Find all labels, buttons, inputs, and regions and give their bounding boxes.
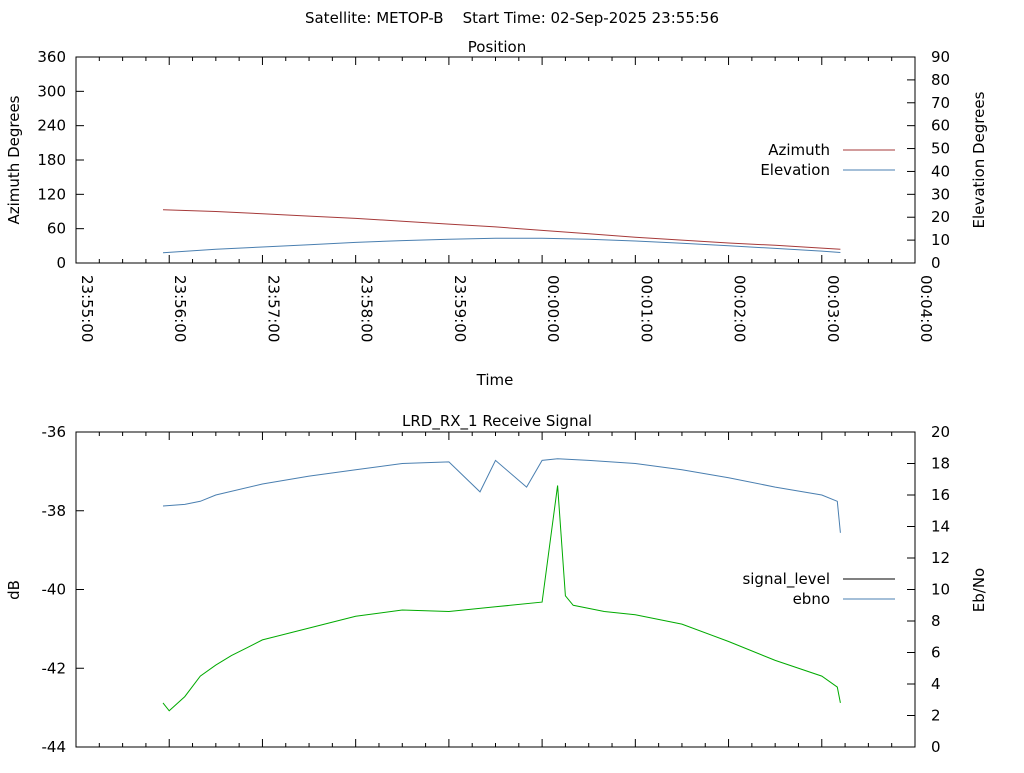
right-tick-label: 16: [931, 486, 950, 504]
signal-chart-title: LRD_RX_1 Receive Signal: [402, 412, 592, 431]
position-chart-title: Position: [468, 38, 526, 56]
series-line-Elevation: [162, 237, 841, 254]
right-tick-label: 12: [931, 549, 950, 567]
right-tick-label: 60: [931, 117, 950, 135]
signal-plot-frame: [75, 431, 916, 748]
left-tick-label: 240: [37, 117, 66, 135]
x-tick-label: 00:01:00: [637, 275, 655, 342]
legend-label: Elevation: [760, 161, 830, 179]
left-tick-label: 360: [37, 48, 66, 66]
left-tick-label: 120: [37, 185, 66, 203]
left-tick-label: 0: [56, 254, 66, 272]
right-tick-label: 40: [931, 162, 950, 180]
x-tick-label: 00:03:00: [824, 275, 842, 342]
right-tick-label: 50: [931, 140, 950, 158]
x-tick-label: 23:58:00: [358, 275, 376, 342]
left-tick-label: -40: [42, 581, 67, 599]
signal-ylabel: dB: [5, 580, 23, 600]
right-tick-label: 20: [931, 423, 950, 441]
position-ylabel: Azimuth Degrees: [5, 95, 23, 224]
x-tick-label: 23:55:00: [78, 275, 96, 342]
right-tick-label: 0: [931, 254, 941, 272]
legend-label: signal_level: [742, 570, 830, 589]
right-tick-label: 8: [931, 612, 941, 630]
left-tick-label: 60: [47, 220, 66, 238]
position-y2label: Elevation Degrees: [970, 91, 988, 228]
signal-y2label: Eb/No: [970, 568, 988, 612]
series-line-series-2: [162, 485, 841, 712]
left-tick-label: -38: [42, 502, 67, 520]
right-tick-label: 4: [931, 675, 941, 693]
right-tick-label: 10: [931, 581, 950, 599]
right-tick-label: 10: [931, 231, 950, 249]
series-line-ebno: [162, 458, 841, 533]
series-line-Azimuth: [162, 209, 841, 250]
position-xlabel: Time: [476, 371, 514, 389]
left-tick-label: -36: [42, 423, 67, 441]
right-tick-label: 14: [931, 518, 950, 536]
right-tick-label: 2: [931, 707, 941, 725]
right-tick-label: 70: [931, 94, 950, 112]
left-tick-label: -42: [42, 659, 67, 677]
right-tick-label: 80: [931, 71, 950, 89]
left-tick-label: 180: [37, 151, 66, 169]
legend-label: ebno: [793, 590, 830, 608]
legend-label: Azimuth: [768, 141, 830, 159]
x-tick-label: 00:00:00: [544, 275, 562, 342]
right-tick-label: 90: [931, 48, 950, 66]
left-tick-label: 300: [37, 82, 66, 100]
right-tick-label: 18: [931, 455, 950, 473]
right-tick-label: 30: [931, 185, 950, 203]
right-tick-label: 6: [931, 644, 941, 662]
main-title: Satellite: METOP-B Start Time: 02-Sep-20…: [305, 9, 719, 27]
x-tick-label: 23:56:00: [171, 275, 189, 342]
x-tick-label: 23:59:00: [451, 275, 469, 342]
x-tick-label: 00:02:00: [731, 275, 749, 342]
x-tick-label: 23:57:00: [264, 275, 282, 342]
left-tick-label: -44: [42, 738, 67, 756]
position-plot-frame: [75, 56, 916, 264]
right-tick-label: 0: [931, 738, 941, 756]
right-tick-label: 20: [931, 208, 950, 226]
x-tick-label: 00:04:00: [917, 275, 935, 342]
